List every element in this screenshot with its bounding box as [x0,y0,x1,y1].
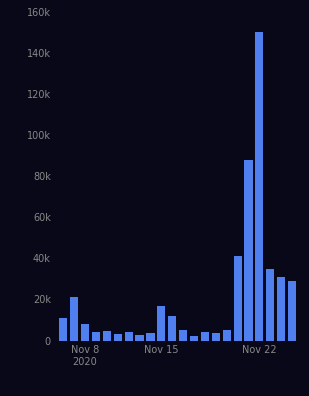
Bar [157,306,165,341]
Bar [168,316,176,341]
Bar [146,333,154,341]
Bar [190,337,198,341]
Bar [277,277,285,341]
Bar [70,297,78,341]
Bar [288,281,296,341]
Bar [201,332,209,341]
Bar [59,318,67,341]
Bar [244,160,252,341]
Bar [212,333,220,341]
Bar [92,332,100,341]
Bar [81,324,89,341]
Bar [266,268,274,341]
Bar [103,331,111,341]
Bar [234,256,242,341]
Bar [114,334,122,341]
Bar [125,332,133,341]
Bar [222,330,231,341]
Bar [135,335,144,341]
Bar [179,330,187,341]
Bar [255,32,264,341]
